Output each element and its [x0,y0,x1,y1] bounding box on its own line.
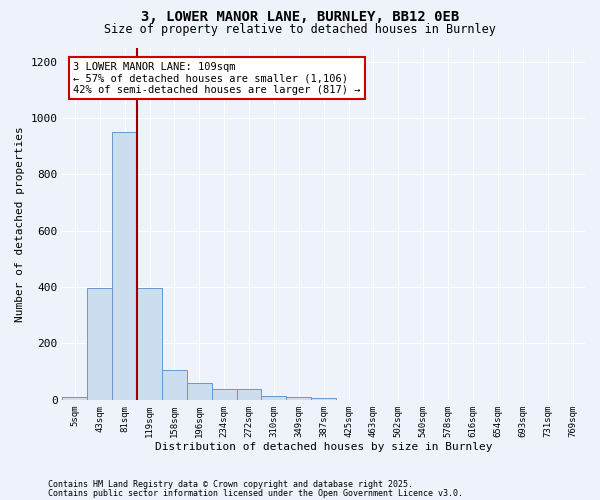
Bar [137,288,162,400]
Text: Contains HM Land Registry data © Crown copyright and database right 2025.: Contains HM Land Registry data © Crown c… [48,480,413,489]
Text: Contains public sector information licensed under the Open Government Licence v3: Contains public sector information licen… [48,488,463,498]
Bar [62,397,88,400]
Text: 3, LOWER MANOR LANE, BURNLEY, BB12 0EB: 3, LOWER MANOR LANE, BURNLEY, BB12 0EB [141,10,459,24]
Bar [262,396,286,400]
Bar [162,370,187,400]
Bar [286,397,311,400]
Bar [112,132,137,400]
Bar [88,288,112,400]
X-axis label: Distribution of detached houses by size in Burnley: Distribution of detached houses by size … [155,442,493,452]
Text: Size of property relative to detached houses in Burnley: Size of property relative to detached ho… [104,22,496,36]
Text: 3 LOWER MANOR LANE: 109sqm
← 57% of detached houses are smaller (1,106)
42% of s: 3 LOWER MANOR LANE: 109sqm ← 57% of deta… [73,62,361,95]
Bar [212,389,236,400]
Bar [236,389,262,400]
Bar [311,398,336,400]
Bar [187,383,212,400]
Y-axis label: Number of detached properties: Number of detached properties [15,126,25,322]
